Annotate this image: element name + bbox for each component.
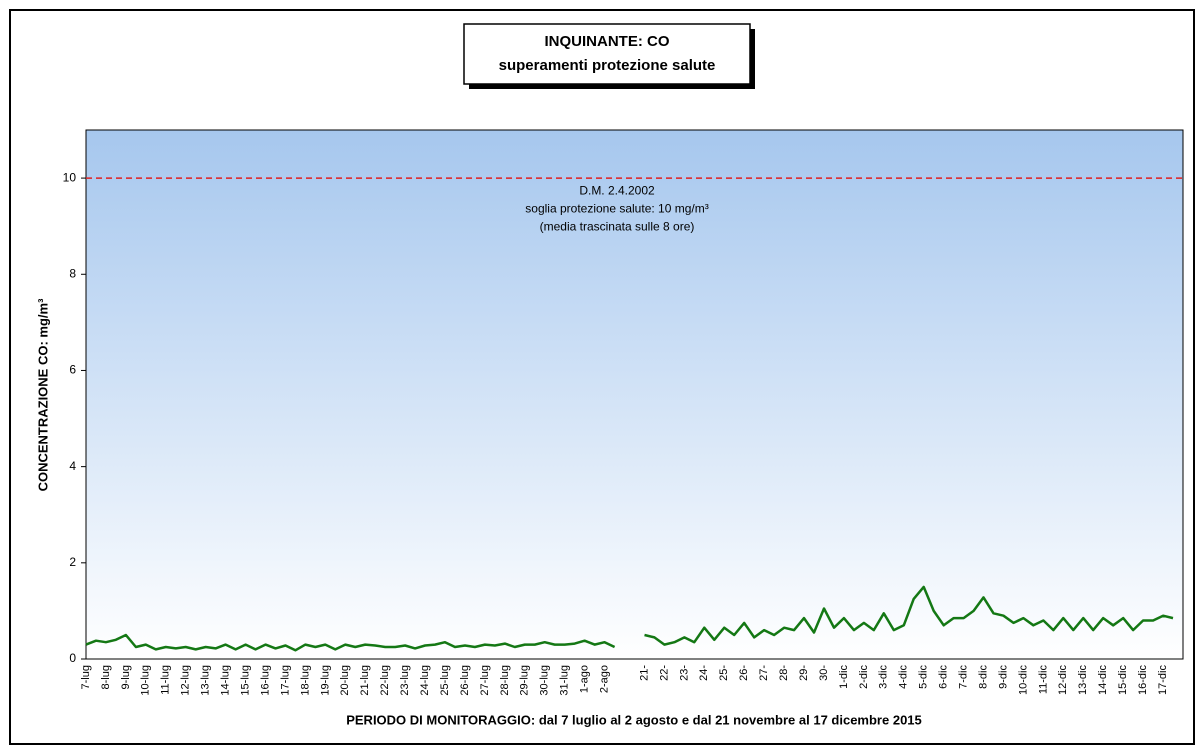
data-line bbox=[85, 633, 616, 652]
x-tick-label: 6-dic bbox=[938, 665, 950, 689]
x-tick-label: 10-dic bbox=[1017, 665, 1029, 695]
x-tick-label: 12-lug bbox=[180, 665, 192, 696]
x-tick-label: 22- bbox=[658, 665, 670, 681]
x-tick-label: 30-lug bbox=[539, 665, 551, 696]
y-tick-label: 0 bbox=[69, 651, 76, 665]
y-axis-title: CONCENTRAZIONE CO: mg/m³ bbox=[35, 298, 50, 492]
x-tick-label: 2-ago bbox=[598, 665, 610, 693]
threshold-label: D.M. 2.4.2002 bbox=[579, 183, 655, 197]
x-tick-label: 29-lug bbox=[519, 665, 531, 696]
x-tick-label: 14-dic bbox=[1097, 665, 1109, 695]
x-tick-label: 7-dic bbox=[958, 665, 970, 689]
x-tick-label: 24-lug bbox=[419, 665, 431, 696]
x-tick-label: 18-lug bbox=[299, 665, 311, 696]
x-tick-label: 14-lug bbox=[220, 665, 232, 696]
plot-area bbox=[85, 129, 1184, 660]
x-tick-label: 29- bbox=[798, 665, 810, 681]
x-tick-label: 11-lug bbox=[160, 665, 172, 695]
x-tick-label: 25- bbox=[718, 665, 730, 681]
x-tick-label: 26-lug bbox=[459, 665, 471, 696]
x-tick-label: 28- bbox=[778, 665, 790, 681]
x-tick-label: 20-lug bbox=[339, 665, 351, 696]
x-tick-label: 12-dic bbox=[1057, 665, 1069, 695]
data-line bbox=[644, 585, 1174, 646]
x-tick-label: 22-lug bbox=[379, 665, 391, 696]
title-box bbox=[463, 23, 751, 85]
x-tick-label: 23- bbox=[678, 665, 690, 681]
x-tick-label: 1-ago bbox=[579, 665, 591, 693]
threshold-label: (media trascinata sulle 8 ore) bbox=[540, 219, 695, 233]
x-tick-label: 10-lug bbox=[140, 665, 152, 696]
x-tick-label: 9-lug bbox=[120, 665, 132, 689]
x-tick-label: 16-lug bbox=[259, 665, 271, 696]
x-tick-label: 27-lug bbox=[479, 665, 491, 696]
x-tick-label: 5-dic bbox=[918, 665, 930, 689]
x-tick-label: 1-dic bbox=[838, 665, 850, 689]
x-tick-label: 8-lug bbox=[100, 665, 112, 689]
x-tick-label: 31-lug bbox=[559, 665, 571, 696]
y-tick-label: 10 bbox=[63, 170, 77, 184]
x-tick-label: 28-lug bbox=[499, 665, 511, 696]
y-tick-label: 6 bbox=[69, 363, 76, 377]
x-tick-label: 8-dic bbox=[977, 665, 989, 689]
x-tick-label: 23-lug bbox=[399, 665, 411, 696]
chart-title: INQUINANTE: CO bbox=[545, 33, 670, 50]
y-tick-label: 2 bbox=[69, 555, 76, 569]
x-tick-label: 16-dic bbox=[1137, 665, 1149, 695]
x-axis-title: PERIODO DI MONITORAGGIO: dal 7 luglio al… bbox=[346, 712, 922, 727]
x-tick-label: 24- bbox=[698, 665, 710, 681]
x-tick-label: 21- bbox=[638, 665, 650, 681]
x-tick-label: 13-dic bbox=[1077, 665, 1089, 695]
x-tick-label: 7-lug bbox=[80, 665, 92, 689]
threshold-label: soglia protezione salute: 10 mg/m³ bbox=[525, 201, 708, 215]
x-tick-label: 13-lug bbox=[200, 665, 212, 696]
x-tick-label: 2-dic bbox=[858, 665, 870, 689]
x-tick-label: 26- bbox=[738, 665, 750, 681]
x-tick-label: 25-lug bbox=[439, 665, 451, 696]
x-tick-label: 17-dic bbox=[1157, 665, 1169, 695]
x-tick-label: 3-dic bbox=[878, 665, 890, 689]
chart-title: superamenti protezione salute bbox=[499, 57, 716, 74]
x-tick-label: 17-lug bbox=[279, 665, 291, 696]
x-tick-label: 21-lug bbox=[359, 665, 371, 696]
x-tick-label: 30- bbox=[818, 665, 830, 681]
y-tick-label: 8 bbox=[69, 266, 76, 280]
x-tick-label: 9-dic bbox=[997, 665, 1009, 689]
x-tick-label: 15-dic bbox=[1117, 665, 1129, 695]
x-tick-label: 27- bbox=[758, 665, 770, 681]
x-tick-label: 15-lug bbox=[239, 665, 251, 696]
y-tick-label: 4 bbox=[69, 459, 76, 473]
x-tick-label: 4-dic bbox=[898, 665, 910, 689]
x-tick-label: 11-dic bbox=[1037, 665, 1049, 695]
x-tick-label: 19-lug bbox=[319, 665, 331, 696]
